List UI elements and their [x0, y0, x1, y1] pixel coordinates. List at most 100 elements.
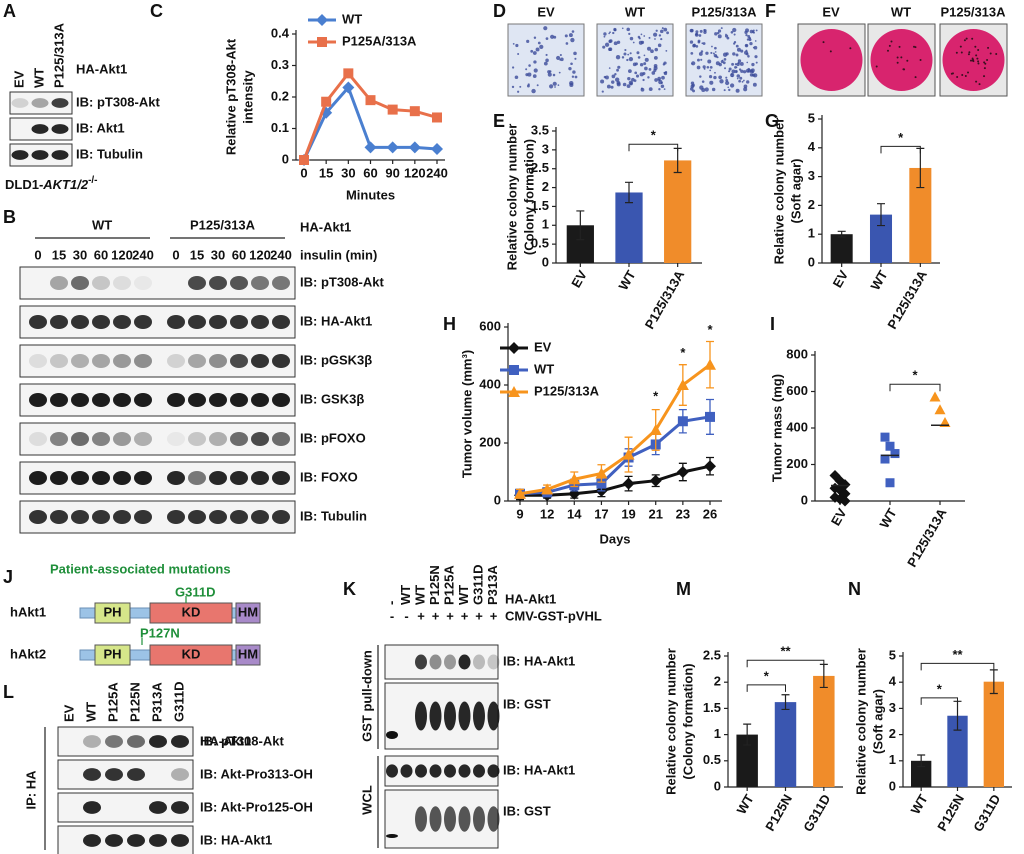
colony: [715, 55, 718, 58]
colony: [626, 27, 630, 32]
lane-label: P125A: [105, 682, 120, 722]
y-tick-label: 0: [889, 778, 896, 793]
marker: [408, 141, 421, 154]
band: [230, 470, 248, 486]
band: [171, 735, 189, 748]
colony: [976, 57, 979, 60]
marker: [541, 483, 554, 495]
colony: [738, 68, 742, 71]
colony: [701, 80, 705, 83]
colony: [709, 65, 713, 69]
x-tick-label: 19: [621, 506, 635, 521]
colony: [829, 50, 832, 53]
y-tick-label: 0: [282, 151, 289, 166]
band: [272, 470, 290, 486]
y-tick-label: 0: [494, 492, 501, 507]
band: [149, 834, 167, 847]
colony: [628, 57, 634, 62]
colony: [754, 40, 757, 42]
colony: [709, 69, 712, 72]
band: [473, 654, 485, 670]
colony: [558, 71, 561, 74]
blot-label: IB: pFOXO: [300, 430, 366, 445]
legend-label: P125/313A: [534, 383, 600, 398]
marker: [316, 14, 328, 26]
band: [458, 701, 471, 731]
error-bar: [917, 754, 926, 768]
colony: [747, 35, 751, 38]
band: [71, 275, 89, 291]
y-tick-label: 4: [808, 139, 816, 154]
band: [230, 392, 248, 408]
y-axis-label: Relative colony number: [663, 648, 678, 795]
marker: [364, 141, 377, 154]
colony: [666, 31, 669, 35]
lane-label: P125N: [127, 682, 142, 722]
colony: [537, 41, 541, 45]
colony: [695, 32, 698, 36]
legend-label: WT: [342, 11, 362, 26]
colony: [614, 73, 617, 76]
x-tick-label: 0: [300, 165, 307, 180]
colony: [983, 61, 986, 64]
x-axis-label: Days: [599, 531, 630, 546]
band: [134, 431, 152, 447]
colony: [627, 53, 630, 56]
colony: [734, 69, 738, 74]
band: [209, 353, 227, 369]
colony: [702, 42, 706, 45]
colony: [725, 81, 730, 86]
lane-label: EV: [537, 4, 555, 19]
colony: [706, 65, 710, 69]
blot-label: IB: pT308-Akt: [200, 733, 284, 748]
colony: [648, 36, 651, 39]
colony: [746, 38, 750, 41]
lane-label: 60: [94, 247, 108, 262]
colony: [515, 43, 519, 48]
significance: *: [898, 130, 904, 145]
y-tick-label: 1: [808, 226, 815, 241]
y-axis-label: Relative colony number: [771, 118, 786, 265]
colony: [628, 32, 631, 35]
colony: [608, 67, 611, 69]
colony: [643, 62, 647, 66]
band: [127, 768, 145, 781]
lane-sign: -: [404, 608, 408, 623]
colony: [525, 68, 528, 71]
colony: [717, 29, 722, 33]
colony: [714, 71, 716, 74]
colony: [732, 27, 737, 33]
colony: [560, 57, 564, 62]
band: [171, 768, 189, 781]
colony: [749, 41, 753, 46]
colony: [658, 78, 661, 82]
colony: [533, 68, 538, 73]
colony: [690, 52, 694, 55]
marker: [365, 95, 376, 106]
colony: [745, 68, 750, 73]
colony: [977, 60, 980, 63]
colony: [711, 87, 716, 92]
lane-label: -: [383, 601, 398, 605]
colony: [702, 65, 706, 69]
colony: [965, 37, 968, 40]
bar: [736, 734, 758, 787]
marker: [514, 487, 526, 499]
error-bar: [576, 210, 585, 241]
colony: [514, 75, 519, 80]
band: [134, 314, 152, 330]
y-tick-label: 5: [808, 110, 815, 125]
marker: [676, 379, 689, 390]
colony: [526, 39, 530, 43]
bracket: [746, 684, 786, 692]
agar: [870, 29, 933, 91]
colony: [691, 63, 693, 65]
band: [149, 801, 167, 814]
y-tick-label: 2: [542, 179, 549, 194]
colony: [698, 34, 702, 37]
lane-sign: +: [461, 608, 469, 623]
band: [429, 764, 442, 778]
colony: [984, 62, 987, 65]
colony: [662, 63, 666, 66]
y-tick-label: 5: [889, 647, 896, 662]
